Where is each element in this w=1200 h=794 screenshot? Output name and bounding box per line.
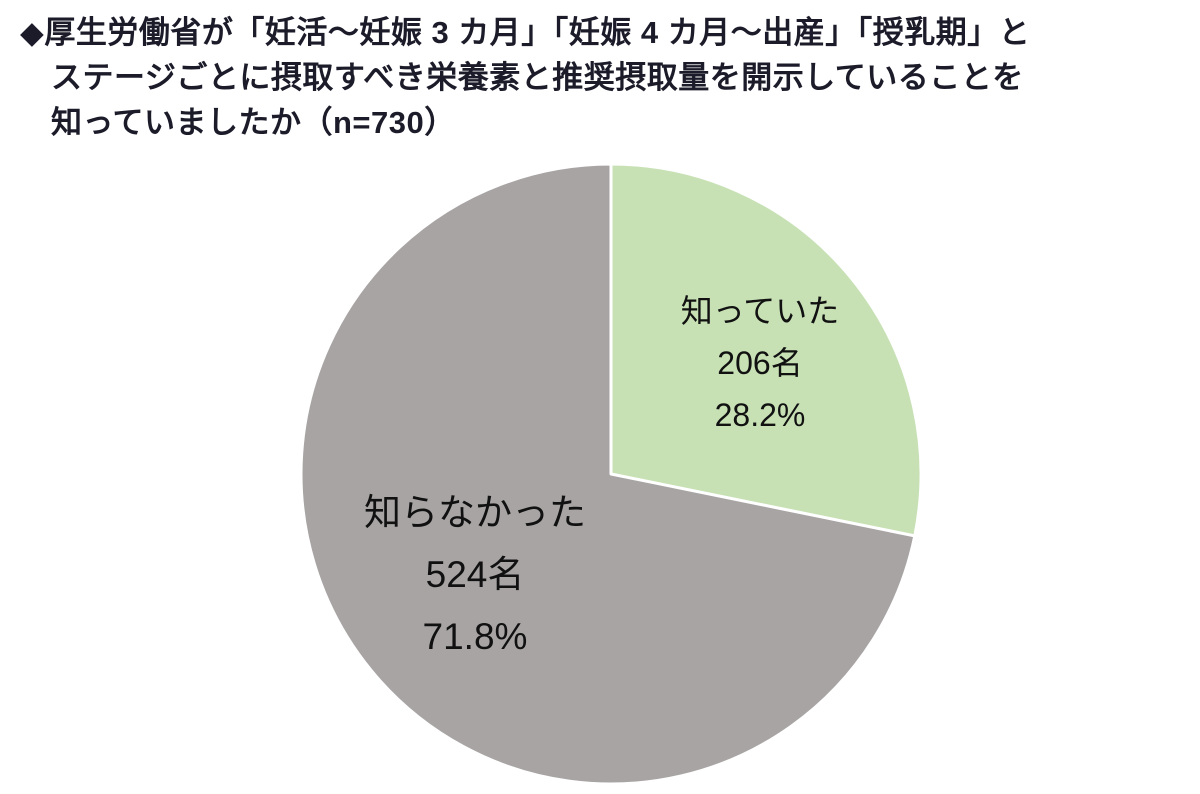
slice-label-aware-name: 知っていた — [680, 293, 840, 329]
pie-chart — [295, 158, 927, 790]
chart-title-line-1: ◆厚生労働省が「妊活～妊娠 3 カ月」「妊娠 4 カ月～出産」「授乳期」と — [20, 15, 1031, 50]
slice-label-unaware-percent: 71.8% — [422, 616, 528, 657]
slice-label-unaware: 知らなかった 524名 71.8% — [300, 482, 650, 668]
pie-slice-aware — [609, 162, 923, 538]
slice-label-aware-percent: 28.2% — [714, 397, 806, 433]
chart-title-line-2: ステージごとに摂取すべき栄養素と推奨摂取量を開示していることを — [51, 60, 1024, 95]
chart-title: ◆厚生労働省が「妊活～妊娠 3 カ月」「妊娠 4 カ月～出産」「授乳期」と ステ… — [20, 10, 1190, 145]
chart-title-line-3: 知っていましたか（n=730） — [51, 105, 456, 140]
slice-label-aware-count: 206名 — [717, 345, 803, 381]
slice-label-unaware-count: 524名 — [425, 554, 525, 595]
pie-chart-svg — [299, 162, 923, 786]
slice-label-aware: 知っていた 206名 28.2% — [625, 285, 895, 441]
slice-label-unaware-name: 知らなかった — [364, 492, 586, 533]
pie-slice-unaware — [299, 162, 917, 786]
